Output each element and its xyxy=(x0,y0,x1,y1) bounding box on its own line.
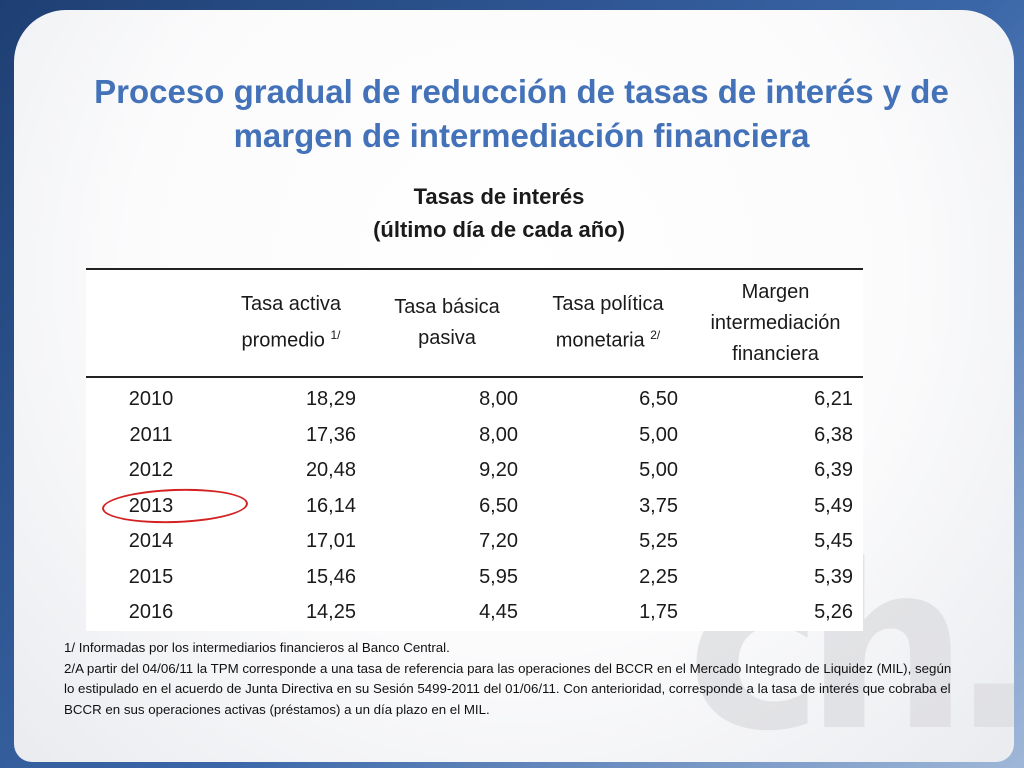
slide: ch. Proceso gradual de reducción de tasa… xyxy=(14,10,1014,762)
table-cell: 14,25 xyxy=(305,601,356,624)
table-cell: 5,00 xyxy=(639,423,678,446)
header-col-1: Tasa activa promedio 1/ xyxy=(216,268,366,378)
slide-title: Proceso gradual de reducción de tasas de… xyxy=(94,73,949,154)
header-label: Tasa política monetaria xyxy=(552,293,664,352)
table-cell: 18,29 xyxy=(305,388,356,411)
header-year xyxy=(86,268,216,378)
table-cell: 5,39 xyxy=(814,565,853,588)
table-body: 2010 18,29 8,00 6,50 6,21 2011 17,36 8,00 5,00 6,… xyxy=(86,377,863,631)
table-row: 2010 18,29 8,00 6,50 6,21 xyxy=(86,377,863,418)
row-year: 2013 xyxy=(128,494,174,517)
header-col-2: Tasa básica pasiva xyxy=(366,268,528,378)
table-cell: 6,38 xyxy=(814,423,853,446)
table-header-row: Tasa activa promedio 1/Tasa básica pasiv… xyxy=(86,268,863,378)
row-year: 2010 xyxy=(128,388,174,411)
table-cell: 5,95 xyxy=(479,565,518,588)
header-col-4: Margen intermediación financiera xyxy=(688,268,863,378)
table-cell: 16,14 xyxy=(305,494,356,517)
table-cell: 6,50 xyxy=(639,388,678,411)
table-cell: 3,75 xyxy=(639,494,678,517)
table-cell: 6,50 xyxy=(479,494,518,517)
table-cell: 20,48 xyxy=(305,459,356,482)
table-cell: 17,36 xyxy=(305,423,356,446)
table-caption-line-2: (último día de cada año) xyxy=(373,217,625,242)
row-year: 2012 xyxy=(128,459,174,482)
footnotes: 1/ Informadas por los intermediarios fin… xyxy=(64,638,964,720)
row-year: 2014 xyxy=(128,530,174,553)
table-cell: 4,45 xyxy=(479,601,518,624)
interest-rate-table: Tasa activa promedio 1/Tasa básica pasiv… xyxy=(86,268,863,631)
table-row: 2013 16,14 6,50 3,75 5,49 xyxy=(86,489,863,525)
row-year: 2011 xyxy=(129,423,173,446)
table-caption: Tasas de interés (último día de cada año… xyxy=(289,180,709,246)
footnote-2: 2/A partir del 04/06/11 la TPM correspon… xyxy=(64,660,952,717)
table-row: 2011 17,36 8,00 5,00 6,38 xyxy=(86,418,863,454)
header-footnote-marker: 1/ xyxy=(330,328,341,343)
table-cell: 7,20 xyxy=(479,530,518,553)
row-year: 2015 xyxy=(128,565,174,588)
table-cell: 5,49 xyxy=(814,494,853,517)
table-row: 2014 17,01 7,20 5,25 5,45 xyxy=(86,524,863,560)
row-year: 2016 xyxy=(128,601,174,624)
table-cell: 9,20 xyxy=(479,459,518,482)
table-cell: 5,25 xyxy=(639,530,678,553)
interest-rate-table-container: Tasa activa promedio 1/Tasa básica pasiv… xyxy=(86,268,863,631)
table-cell: 5,45 xyxy=(814,530,853,553)
header-col-3: Tasa política monetaria 2/ xyxy=(528,268,688,378)
header-label: Margen intermediación financiera xyxy=(710,280,841,365)
table-cell: 1,75 xyxy=(639,601,678,624)
table-cell: 17,01 xyxy=(305,530,356,553)
table-row: 2016 14,25 4,45 1,75 5,26 xyxy=(86,595,863,631)
table-cell: 8,00 xyxy=(479,388,518,411)
table-row: 2012 20,48 9,20 5,00 6,39 xyxy=(86,453,863,489)
footnote-1: 1/ Informadas por los intermediarios fin… xyxy=(64,640,450,655)
header-label: Tasa básica pasiva xyxy=(394,296,500,349)
table-cell: 5,26 xyxy=(814,601,853,624)
table-caption-line-1: Tasas de interés xyxy=(413,184,585,209)
table-cell: 6,39 xyxy=(814,459,853,482)
table-cell: 5,00 xyxy=(639,459,678,482)
table-row: 2015 15,46 5,95 2,25 5,39 xyxy=(86,560,863,596)
header-footnote-marker: 2/ xyxy=(650,328,661,343)
header-label: Tasa activa promedio xyxy=(240,293,342,352)
table-cell: 8,00 xyxy=(479,423,518,446)
table-cell: 6,21 xyxy=(814,388,853,411)
table-cell: 2,25 xyxy=(639,565,678,588)
table-cell: 15,46 xyxy=(305,565,356,588)
